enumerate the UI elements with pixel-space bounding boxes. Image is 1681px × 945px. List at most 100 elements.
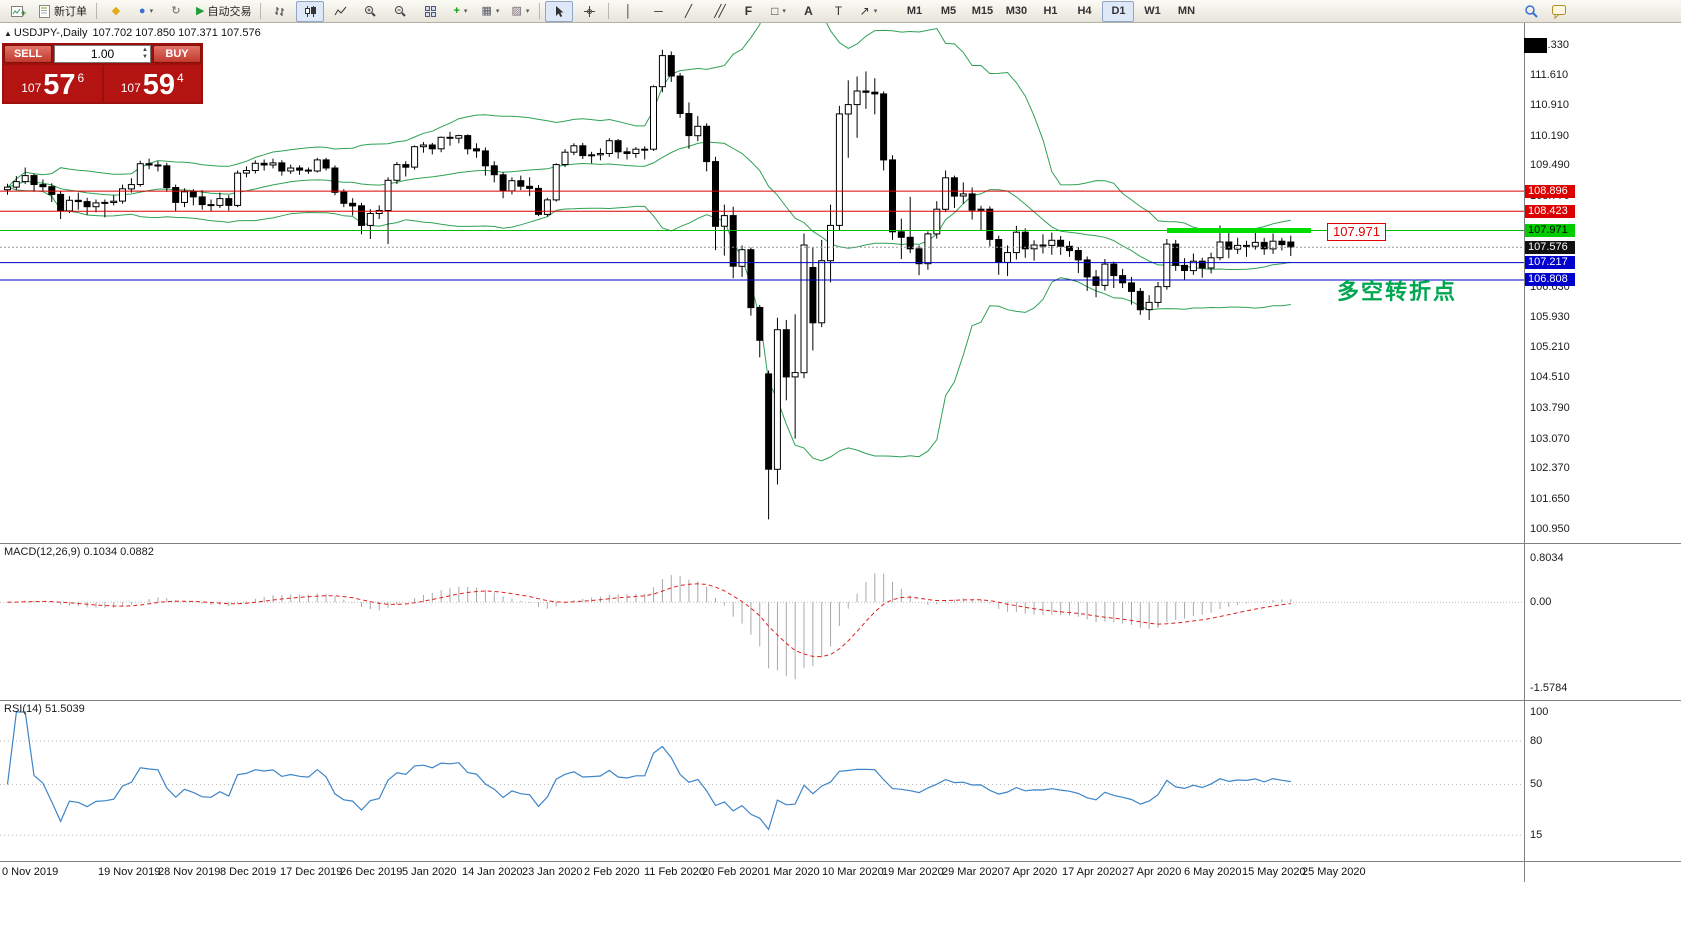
candlestick-chart[interactable] [0, 23, 1524, 543]
macd-panel[interactable]: 0.8034 0.00 -1.5784 MACD(12,26,9) 0.1034 0… [0, 543, 1681, 700]
macd-histogram [15, 573, 1292, 680]
axis-divider [1524, 862, 1525, 882]
sell-price[interactable]: 107 57 6 [4, 65, 102, 102]
timeframe-m15[interactable]: M15 [971, 5, 994, 17]
time-axis[interactable]: 0 Nov 2019 19 Nov 2019 28 Nov 2019 8 Dec 20… [0, 861, 1681, 882]
candles [4, 49, 1295, 520]
fibonacci-icon: F [744, 4, 753, 18]
timeframe-d1[interactable]: D1 [1102, 0, 1135, 22]
timeframe-h4[interactable]: H4 [1077, 5, 1092, 17]
date-label: 26 Dec 2019 [340, 866, 403, 878]
chevron-down-icon: ▾ [463, 8, 468, 15]
new-chart-icon: + [10, 5, 26, 18]
vertical-line-tool-button[interactable]: │ [614, 1, 642, 22]
horizontal-line-tool-button[interactable]: ─ [644, 1, 672, 22]
ohlc-values: 107.702 107.850 107.371 107.576 [92, 27, 261, 39]
macd-axis-label: 0.8034 [1530, 551, 1564, 564]
price-tag-107.217: 107.217 [1525, 256, 1575, 270]
date-label: 25 May 2020 [1302, 866, 1366, 878]
metaeditor-button[interactable]: ◆ [102, 1, 130, 22]
tile-windows-button[interactable] [416, 1, 444, 22]
date-label: 23 Jan 2020 [522, 866, 583, 878]
price-axis-label: 105.930 [1530, 310, 1570, 323]
buy-price[interactable]: 107 59 4 [103, 65, 201, 102]
price-axis-label: 111.610 [1530, 69, 1569, 82]
refresh-button[interactable]: ↻ [162, 1, 190, 22]
auto-trading-button[interactable]: ▶ 自动交易 [192, 1, 255, 22]
symbol-marker-icon: ▲ [4, 29, 12, 38]
buy-price-handle: 107 [120, 81, 141, 95]
templates-icon: ▨ [511, 4, 522, 17]
timeframe-h1[interactable]: H1 [1043, 5, 1058, 17]
cursor-button[interactable] [545, 0, 574, 22]
label-tool-button[interactable]: T [824, 1, 852, 22]
timeframe-mn[interactable]: MN [1177, 5, 1196, 17]
trendline-tool-button[interactable]: ╱ [674, 1, 702, 22]
chat-icon [1552, 4, 1566, 19]
profiles-button[interactable]: ● ▾ [132, 1, 160, 22]
buy-price-pip: 4 [177, 71, 184, 85]
horizontal-level-lines[interactable] [0, 190, 1524, 281]
date-label: 19 Nov 2019 [98, 866, 161, 878]
fibonacci-tool-button[interactable]: F [734, 1, 762, 22]
label-icon: T [834, 4, 843, 18]
vertical-line-icon: │ [624, 4, 633, 18]
status-area [0, 882, 1681, 945]
timeframe-m1[interactable]: M1 [906, 5, 923, 17]
date-label: 2 Feb 2020 [584, 866, 640, 878]
indicators-button[interactable]: + ▾ [446, 1, 474, 22]
arrows-tool-button[interactable]: ↗ ▾ [854, 1, 882, 22]
date-label: 19 Mar 2020 [882, 866, 944, 878]
date-label: 6 May 2020 [1184, 866, 1242, 878]
bar-chart-button[interactable] [266, 1, 294, 22]
sell-button[interactable]: SELL [4, 45, 52, 63]
rsi-plot[interactable] [0, 701, 1524, 862]
timeframe-m30[interactable]: M30 [1005, 5, 1028, 17]
toolbar-separator [608, 3, 610, 19]
chevron-down-icon: ▾ [782, 8, 786, 15]
trendline-icon: ╱ [684, 4, 693, 18]
resistance-highlight-segment[interactable] [1167, 228, 1311, 233]
candlestick-chart-button[interactable] [296, 0, 325, 22]
periods-icon: ▦ [481, 4, 492, 17]
zoom-out-button[interactable] [386, 1, 414, 22]
price-tag-108.423: 108.423 [1525, 204, 1575, 218]
channel-tool-button[interactable]: ╱╱ [704, 1, 732, 22]
symbol-period-label: USDJPY-,Daily [13, 27, 88, 39]
date-label: 15 May 2020 [1242, 866, 1306, 878]
macd-axis[interactable]: 0.8034 0.00 -1.5784 [1524, 544, 1681, 700]
line-chart-button[interactable] [326, 1, 354, 22]
crosshair-button[interactable] [575, 1, 603, 22]
zoom-in-button[interactable] [356, 1, 384, 22]
cursor-icon [555, 5, 564, 17]
volume-input[interactable]: 1.00 ▲ ▼ [54, 45, 151, 63]
macd-plot[interactable] [0, 544, 1524, 701]
main-chart-panel[interactable]: 112.330111.610110.910110.190109.490108.7… [0, 23, 1681, 543]
text-tool-button[interactable]: A [794, 1, 822, 22]
turning-point-annotation[interactable]: 多空转折点 [1337, 279, 1458, 304]
new-order-button[interactable]: 新订单 [34, 1, 91, 22]
periods-button[interactable]: ▦ ▾ [476, 1, 504, 22]
timeframe-w1[interactable]: W1 [1144, 5, 1161, 17]
volume-down-button[interactable]: ▼ [142, 54, 148, 60]
buy-button[interactable]: BUY [153, 45, 201, 63]
rsi-axis[interactable]: 100 80 50 15 [1524, 701, 1681, 861]
buy-price-main: 59 [142, 69, 176, 101]
templates-button[interactable]: ▨ ▾ [506, 1, 534, 22]
shapes-tool-button[interactable]: □ ▾ [764, 1, 792, 22]
price-annotation-label[interactable]: 107.971 [1327, 223, 1386, 241]
channel-icon: ╱╱ [714, 4, 726, 18]
date-label: 29 Mar 2020 [942, 866, 1004, 878]
price-axis-label: 102.370 [1530, 462, 1570, 475]
price-axis-label: 110.190 [1530, 129, 1569, 142]
new-chart-button[interactable]: + [4, 1, 32, 22]
chat-button[interactable] [1545, 1, 1573, 22]
timeframe-m5[interactable]: M5 [940, 5, 957, 17]
date-label: 10 Mar 2020 [822, 866, 884, 878]
tile-windows-icon [424, 5, 436, 17]
search-button[interactable] [1517, 1, 1545, 22]
volume-up-button[interactable]: ▲ [142, 47, 148, 53]
macd-axis-label: -1.5784 [1530, 682, 1568, 695]
rsi-panel[interactable]: 100 80 50 15 RSI(14) 51.5039 [0, 700, 1681, 861]
new-order-label: 新订单 [54, 6, 87, 18]
